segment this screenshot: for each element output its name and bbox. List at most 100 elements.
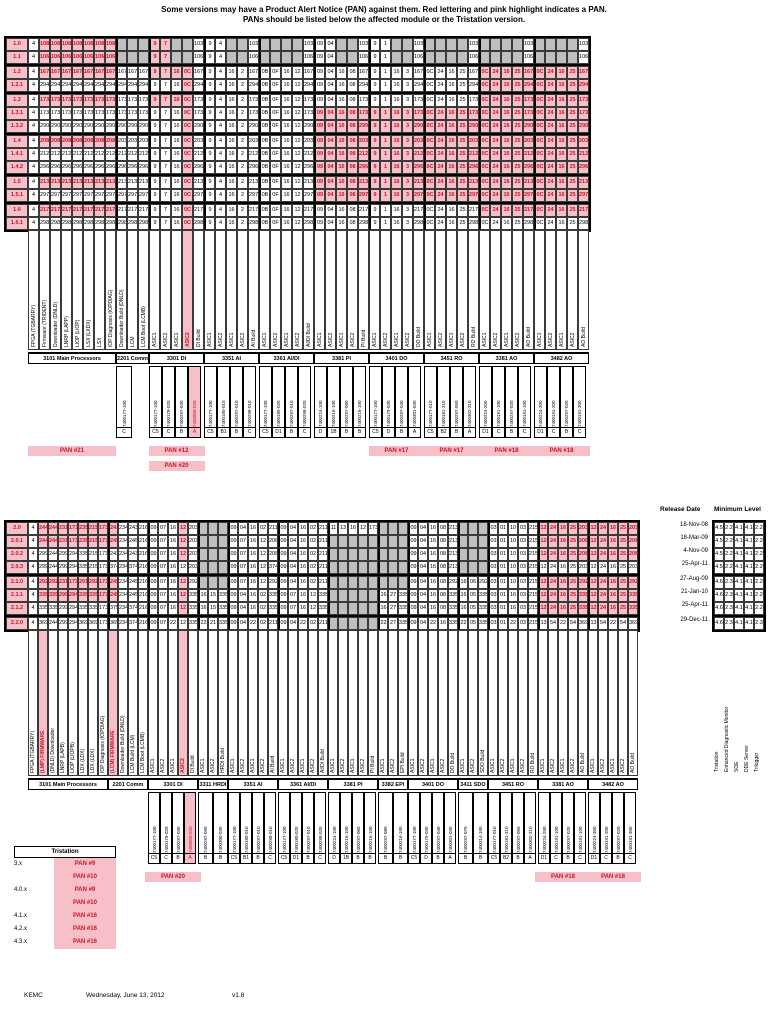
matrix-cell: 09 bbox=[148, 602, 158, 615]
matrix-cell bbox=[458, 561, 468, 574]
matrix-cell: 25 bbox=[618, 548, 628, 561]
matrix-cell bbox=[398, 522, 408, 535]
tristation-pan-table: Tristation 3.x PAN #9 PAN #10 4.0.x PAN #9 PA… bbox=[14, 846, 116, 949]
matrix-cell: 25 bbox=[568, 548, 578, 561]
matrix-cell bbox=[368, 617, 378, 630]
matrix-cell: 335 bbox=[628, 602, 638, 615]
matrix-cell: 0C bbox=[424, 120, 435, 133]
matrix-cell: 296 bbox=[578, 161, 589, 174]
matrix-cell: 296 bbox=[83, 161, 94, 174]
column-label: ASIC2 bbox=[490, 230, 501, 350]
page-note-line1: Some versions may have a Product Alert N… bbox=[161, 5, 607, 14]
matrix-cell: 297 bbox=[61, 189, 72, 202]
matrix-cell: 297 bbox=[358, 189, 369, 202]
matrix-cell: 335 bbox=[88, 602, 98, 615]
matrix-cell: 299 bbox=[58, 617, 68, 630]
matrix-cell: 09 bbox=[228, 602, 238, 615]
matrix-cell: 16 bbox=[248, 522, 258, 535]
matrix-cell: 16 bbox=[446, 66, 457, 79]
matrix-cell: 2 bbox=[237, 107, 248, 120]
matrix-cell bbox=[424, 51, 435, 64]
matrix-cell: 16 bbox=[171, 204, 182, 217]
matrix-cell: 173 bbox=[72, 107, 83, 120]
matrix-cell: 4 bbox=[28, 51, 39, 64]
matrix-cell: 08 bbox=[347, 120, 358, 133]
matrix-cell: 16 bbox=[248, 576, 258, 589]
matrix-cell: 25 bbox=[512, 94, 523, 107]
matrix-cell: 4 bbox=[215, 107, 226, 120]
matrix-cell: 217 bbox=[39, 204, 50, 217]
matrix-cell: 16 bbox=[428, 602, 438, 615]
matrix-cell: 2 bbox=[237, 189, 248, 202]
matrix-cell: 9 bbox=[149, 94, 160, 107]
matrix-cell: 4 bbox=[28, 66, 39, 79]
matrix-cell: 0C bbox=[479, 161, 490, 174]
matrix-cell: 297 bbox=[248, 189, 259, 202]
matrix-cell: 298 bbox=[39, 217, 50, 230]
matrix-cell: 24 bbox=[435, 148, 446, 161]
matrix-cell: 22 bbox=[458, 617, 468, 630]
matrix-cell: 3 bbox=[402, 148, 413, 161]
matrix-cell: 12 bbox=[178, 576, 188, 589]
matrix-cell: 24 bbox=[490, 107, 501, 120]
matrix-cell: 4 bbox=[28, 522, 38, 535]
min-level-cell: 2.2 bbox=[754, 576, 764, 589]
matrix-cell: 211 bbox=[268, 617, 278, 630]
matrix-cell: 12 bbox=[292, 148, 303, 161]
column-label: ASIC2 bbox=[468, 630, 478, 776]
matrix-cell: 12 bbox=[588, 535, 598, 548]
module-group-header: 3482 AO bbox=[534, 352, 589, 364]
matrix-cell: 16 bbox=[298, 589, 308, 602]
column-label: Downloader Build (DNLD) bbox=[116, 230, 127, 350]
matrix-cell bbox=[347, 51, 358, 64]
matrix-cell: 25 bbox=[457, 217, 468, 230]
matrix-cell: 0C bbox=[182, 148, 193, 161]
matrix-cell: 167 bbox=[358, 66, 369, 79]
matrix-cell: 16 bbox=[428, 561, 438, 574]
column-label: ASIC2 bbox=[237, 230, 248, 350]
matrix-cell: 16 bbox=[391, 135, 402, 148]
matrix-cell: 16 bbox=[171, 120, 182, 133]
min-level-cell: 2.2 bbox=[724, 548, 734, 561]
part-number: 7400191-100 C bbox=[518, 366, 531, 438]
matrix-cell: 16 bbox=[391, 79, 402, 92]
matrix-cell: 217 bbox=[138, 204, 149, 217]
matrix-cell: 298 bbox=[50, 217, 61, 230]
matrix-cell: 09 bbox=[314, 176, 325, 189]
matrix-cell: 167 bbox=[578, 66, 589, 79]
matrix-cell: 16 bbox=[171, 189, 182, 202]
matrix-cell: 16 bbox=[298, 535, 308, 548]
matrix-cell: 06 bbox=[468, 576, 478, 589]
matrix-cell: 24 bbox=[435, 107, 446, 120]
matrix-cell: 215 bbox=[528, 522, 538, 535]
matrix-cell: 54 bbox=[548, 617, 558, 630]
matrix-cell: 16 bbox=[501, 217, 512, 230]
matrix-cell: 16 bbox=[281, 204, 292, 217]
pan-chip: PAN #17 bbox=[423, 446, 480, 456]
matrix-cell: 04 bbox=[418, 602, 428, 615]
matrix-cell: 7 bbox=[160, 204, 171, 217]
matrix-cell: 296 bbox=[138, 161, 149, 174]
matrix-cell: 16 bbox=[171, 79, 182, 92]
matrix-cell: 16 bbox=[226, 189, 237, 202]
module-group-header: 3482 AO bbox=[588, 778, 638, 790]
matrix-cell: 16 bbox=[281, 135, 292, 148]
part-number: 7400191-200 C bbox=[600, 792, 612, 864]
column-label: ASIC2 bbox=[288, 630, 298, 776]
matrix-cell: 04 bbox=[325, 79, 336, 92]
matrix-cell: 08 bbox=[347, 148, 358, 161]
matrix-cell: 25 bbox=[567, 176, 578, 189]
matrix-cell: 297 bbox=[193, 189, 204, 202]
matrix-cell: 12 bbox=[178, 617, 188, 630]
matrix-cell: 16 bbox=[378, 602, 388, 615]
column-label: (LCM) FIRMWARE bbox=[108, 630, 118, 776]
matrix-cell: 25 bbox=[457, 94, 468, 107]
matrix-cell bbox=[378, 522, 388, 535]
matrix-cell: 12 bbox=[178, 548, 188, 561]
column-label: AI/DI Build bbox=[303, 230, 314, 350]
column-label: ASIC2 bbox=[498, 630, 508, 776]
matrix-cell bbox=[348, 589, 358, 602]
matrix-cell: 215 bbox=[528, 576, 538, 589]
version-row-label: 1.3 bbox=[6, 94, 28, 107]
matrix-cell: 335 bbox=[78, 589, 88, 602]
